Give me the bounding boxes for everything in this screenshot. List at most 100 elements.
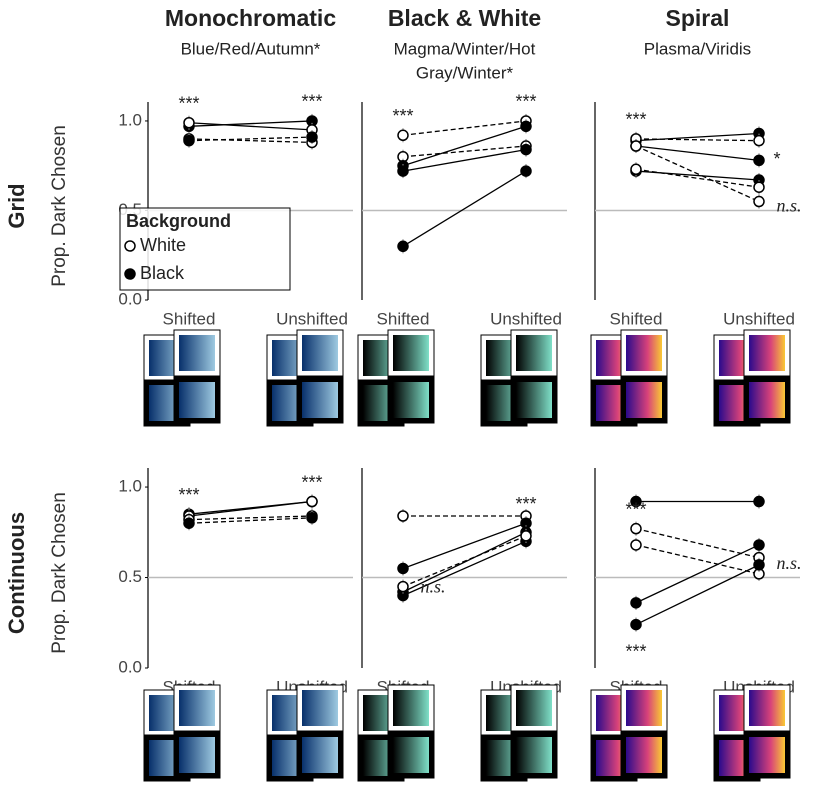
point (397, 165, 409, 177)
legend-marker (124, 240, 136, 252)
point (183, 517, 195, 529)
column-title: Spiral (666, 5, 730, 31)
row-label: Grid (4, 183, 29, 228)
annotation: *** (515, 92, 536, 112)
annotation: * (773, 149, 780, 169)
thumbnail (516, 690, 552, 726)
point (520, 165, 532, 177)
thumbnail (302, 737, 338, 773)
series-line (635, 564, 760, 626)
point (630, 539, 642, 551)
thumbnail (749, 382, 785, 418)
point (753, 154, 765, 167)
x-tick-label: Unshifted (490, 309, 562, 328)
annotation: *** (301, 92, 322, 112)
series-line (402, 535, 527, 588)
point (397, 562, 409, 575)
point (753, 495, 765, 508)
point (183, 134, 195, 147)
series-line (635, 528, 760, 559)
thumbnail (302, 335, 338, 371)
annotation: *** (301, 472, 322, 492)
point (397, 510, 409, 522)
column-subtitle: Blue/Red/Autumn* (181, 39, 321, 58)
series-line (402, 145, 527, 158)
thumbnail (516, 335, 552, 371)
point (183, 116, 195, 129)
column-subtitle: Plasma/Viridis (644, 39, 751, 58)
series-line (402, 148, 527, 172)
series-line (402, 125, 527, 167)
thumbnail (626, 335, 662, 371)
thumbnail (516, 737, 552, 773)
point (753, 559, 765, 571)
point (630, 140, 642, 152)
column-subtitle: Gray/Winter* (416, 63, 514, 82)
series-line (188, 517, 313, 524)
point (753, 134, 765, 147)
series-line (635, 544, 760, 604)
thumbnail (393, 690, 429, 726)
series-line (402, 540, 527, 597)
annotation: *** (625, 499, 646, 519)
thumbnail (749, 737, 785, 773)
y-tick-label: 0.0 (118, 289, 142, 308)
series-line (402, 120, 527, 136)
series-line (635, 544, 760, 575)
series-line (188, 500, 313, 517)
row-label: Continuous (4, 512, 29, 634)
legend-marker (124, 268, 136, 280)
thumbnail (179, 382, 215, 418)
annotation: n.s. (776, 553, 801, 573)
x-tick-label: Unshifted (276, 309, 348, 328)
series-line (188, 120, 313, 127)
point (397, 580, 409, 593)
y-tick-label: 0.0 (118, 657, 142, 676)
thumbnail (393, 737, 429, 773)
point (306, 512, 318, 524)
point (397, 129, 409, 142)
annotation: *** (625, 110, 646, 130)
series-line (635, 138, 760, 142)
thumbnail (393, 335, 429, 371)
annotation: *** (392, 106, 413, 126)
column-subtitle: Magma/Winter/Hot (394, 39, 536, 58)
thumbnail (302, 382, 338, 418)
annotation: n.s. (420, 577, 445, 597)
annotation: *** (178, 485, 199, 505)
y-tick-label: 1.0 (118, 477, 142, 496)
legend-label: Black (140, 263, 185, 283)
legend-box (119, 207, 291, 291)
x-tick-label: Shifted (163, 309, 216, 328)
point (520, 120, 532, 133)
series-line (402, 170, 527, 247)
series-line (188, 136, 313, 142)
point (753, 181, 765, 193)
thumbnail (626, 690, 662, 726)
point (630, 618, 642, 631)
series-line (188, 515, 313, 521)
annotation: *** (625, 641, 646, 661)
annotation: *** (515, 494, 536, 514)
column-title: Black & White (388, 5, 541, 31)
thumbnail (626, 737, 662, 773)
thumbnail (393, 382, 429, 418)
point (520, 143, 532, 156)
series-line (635, 168, 760, 188)
thumbnail (516, 382, 552, 418)
annotation: n.s. (776, 195, 801, 215)
series-line (402, 531, 527, 593)
series-line (402, 522, 527, 570)
point (753, 539, 765, 551)
thumbnail (179, 335, 215, 371)
legend-label: White (140, 235, 186, 255)
thumbnail (626, 382, 662, 418)
point (753, 195, 765, 208)
point (630, 495, 642, 508)
x-tick-label: Shifted (610, 309, 663, 328)
point (630, 522, 642, 535)
point (630, 597, 642, 609)
series-line (635, 145, 760, 203)
point (630, 163, 642, 176)
point (520, 530, 532, 542)
